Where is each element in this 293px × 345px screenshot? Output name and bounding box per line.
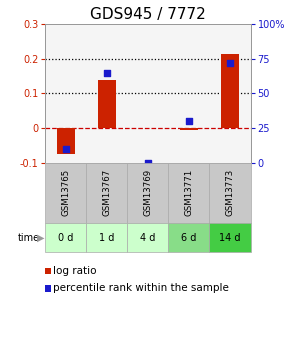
Text: GSM13769: GSM13769 (144, 169, 152, 216)
Title: GDS945 / 7772: GDS945 / 7772 (90, 7, 206, 22)
Text: 4 d: 4 d (140, 233, 156, 243)
Text: GSM13765: GSM13765 (62, 169, 70, 216)
Text: ▶: ▶ (37, 233, 45, 243)
Point (146, 160, 150, 165)
Point (64, 146, 68, 151)
Text: 0 d: 0 d (58, 233, 74, 243)
Text: 6 d: 6 d (181, 233, 197, 243)
Text: 14 d: 14 d (219, 233, 241, 243)
Point (187, 118, 191, 124)
Text: GSM13767: GSM13767 (103, 169, 111, 216)
Text: 1 d: 1 d (99, 233, 115, 243)
Point (105, 70, 109, 75)
Bar (221, 53, 239, 128)
Bar (98, 79, 116, 128)
Point (228, 60, 232, 66)
Text: GSM13771: GSM13771 (185, 169, 193, 216)
Text: percentile rank within the sample: percentile rank within the sample (53, 284, 229, 294)
Bar (180, 128, 198, 130)
Bar (57, 128, 75, 154)
Text: log ratio: log ratio (53, 266, 96, 276)
Text: time: time (17, 233, 40, 243)
Text: GSM13773: GSM13773 (226, 169, 234, 216)
